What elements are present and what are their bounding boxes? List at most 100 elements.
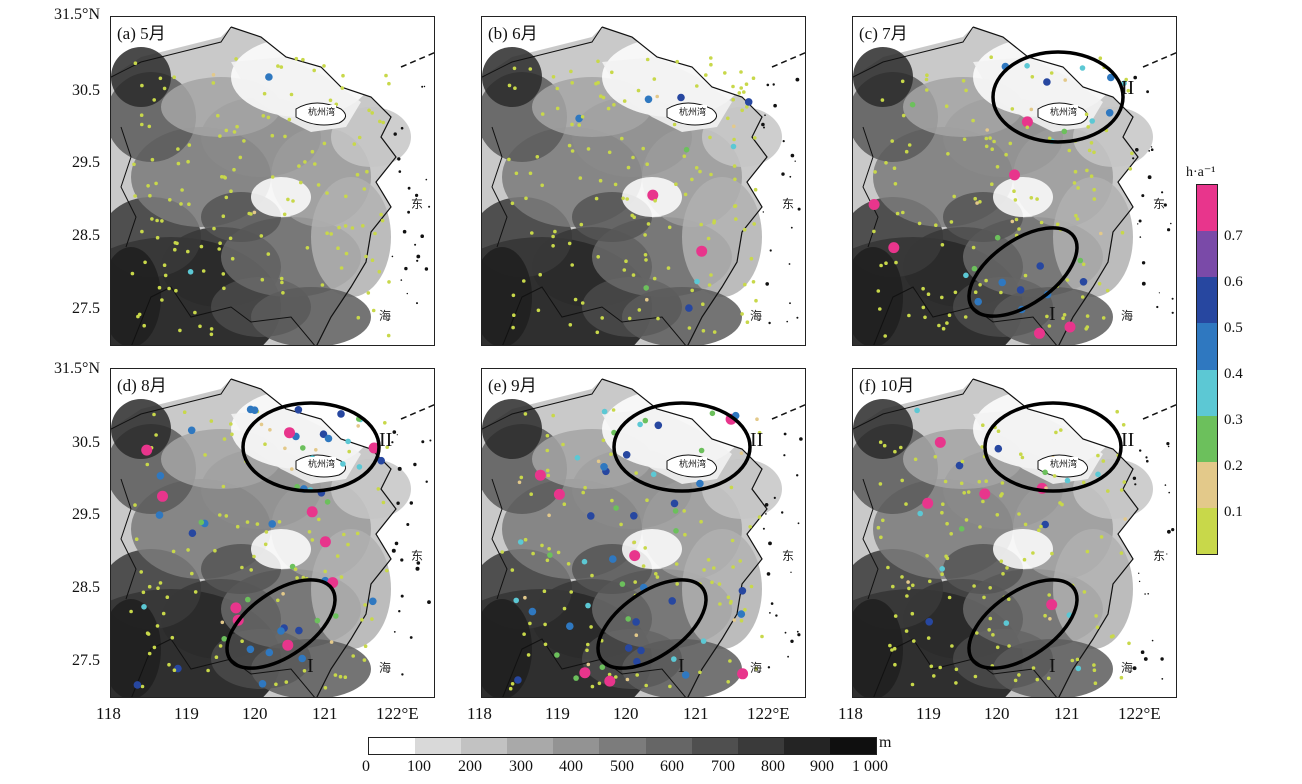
ring-label-i: I xyxy=(307,655,314,677)
terrain-contour xyxy=(702,459,782,519)
province-boundary xyxy=(111,378,232,430)
station-point xyxy=(994,444,1003,453)
station-point xyxy=(1050,551,1054,556)
station-point xyxy=(540,543,544,548)
station-point xyxy=(380,218,385,223)
station-point xyxy=(344,251,349,256)
station-point xyxy=(949,532,953,536)
station-point xyxy=(754,666,758,671)
station-point xyxy=(367,108,371,113)
coastline xyxy=(972,26,1139,345)
station-point xyxy=(749,256,754,261)
station-point xyxy=(222,437,227,441)
station-point xyxy=(625,197,629,201)
station-point xyxy=(637,421,643,428)
station-point xyxy=(1106,489,1110,493)
island xyxy=(1138,219,1142,223)
island xyxy=(425,178,428,181)
station-point xyxy=(941,502,945,506)
station-point xyxy=(147,124,152,129)
station-point xyxy=(279,65,284,69)
province-boundary xyxy=(482,378,603,430)
station-point xyxy=(878,307,882,311)
station-point xyxy=(316,183,321,187)
map-panel-f: (f) 10月 东 海 杭州湾 II I xyxy=(852,368,1177,698)
station-point xyxy=(1081,480,1086,485)
station-point xyxy=(383,421,387,425)
station-point xyxy=(284,427,295,439)
terrain-contour xyxy=(1053,529,1133,649)
bay-label: 杭州湾 xyxy=(1049,105,1079,118)
station-point xyxy=(320,283,325,287)
station-point xyxy=(730,143,737,150)
panel-title: (c) 7月 xyxy=(859,24,908,43)
station-point xyxy=(601,408,608,415)
island xyxy=(1166,553,1168,555)
point-colorbar-tick: 0.4 xyxy=(1224,366,1243,382)
station-point xyxy=(586,147,591,151)
station-point xyxy=(696,245,708,257)
station-point xyxy=(154,181,158,186)
station-point xyxy=(319,430,328,438)
station-point xyxy=(291,199,295,203)
station-point xyxy=(682,154,687,158)
island xyxy=(796,474,799,477)
island xyxy=(1164,484,1167,486)
island xyxy=(397,157,401,161)
station-point xyxy=(973,290,978,295)
station-point xyxy=(937,323,941,328)
station-point xyxy=(1029,196,1034,200)
station-point xyxy=(876,289,881,293)
station-point xyxy=(534,469,546,481)
station-point xyxy=(187,202,191,206)
station-point xyxy=(238,155,243,160)
station-point xyxy=(961,79,966,83)
station-point xyxy=(186,159,190,164)
province-boundary xyxy=(862,478,879,600)
station-point xyxy=(1044,486,1048,490)
station-point xyxy=(508,686,513,691)
station-point xyxy=(921,305,926,310)
station-point xyxy=(641,564,646,568)
station-point xyxy=(712,330,717,334)
station-point xyxy=(1010,219,1015,224)
station-point xyxy=(339,266,344,270)
station-point xyxy=(671,656,677,662)
station-point xyxy=(729,485,734,490)
point-colorbar-tick: 0.7 xyxy=(1224,228,1243,244)
station-point xyxy=(625,616,631,622)
province-boundary xyxy=(853,26,974,78)
station-point xyxy=(1097,281,1102,286)
station-point xyxy=(732,137,736,142)
island xyxy=(1147,175,1152,180)
station-point xyxy=(1107,73,1115,82)
station-point xyxy=(538,272,542,277)
station-point xyxy=(1122,480,1127,484)
station-point xyxy=(1095,625,1100,630)
station-point xyxy=(981,423,985,427)
station-point xyxy=(907,143,912,147)
station-point xyxy=(512,313,516,318)
map-canvas xyxy=(853,369,1176,697)
station-point xyxy=(940,572,944,576)
station-point xyxy=(265,648,274,657)
station-point xyxy=(141,444,153,456)
station-point xyxy=(246,645,255,654)
point-colorbar-tick: 0.3 xyxy=(1224,412,1243,428)
station-point xyxy=(709,410,716,417)
terrain-contour xyxy=(622,287,742,345)
station-point xyxy=(1082,590,1087,594)
station-point xyxy=(356,464,363,470)
island xyxy=(425,480,428,483)
station-point xyxy=(585,602,591,609)
station-point xyxy=(739,70,743,74)
station-point xyxy=(139,570,143,574)
station-point xyxy=(704,73,708,77)
bay-label: 杭州湾 xyxy=(1049,457,1079,470)
station-point xyxy=(329,640,334,644)
station-point xyxy=(133,503,137,507)
station-point xyxy=(1022,557,1027,562)
station-point xyxy=(1034,327,1045,339)
station-point xyxy=(743,282,747,287)
island xyxy=(392,430,397,434)
